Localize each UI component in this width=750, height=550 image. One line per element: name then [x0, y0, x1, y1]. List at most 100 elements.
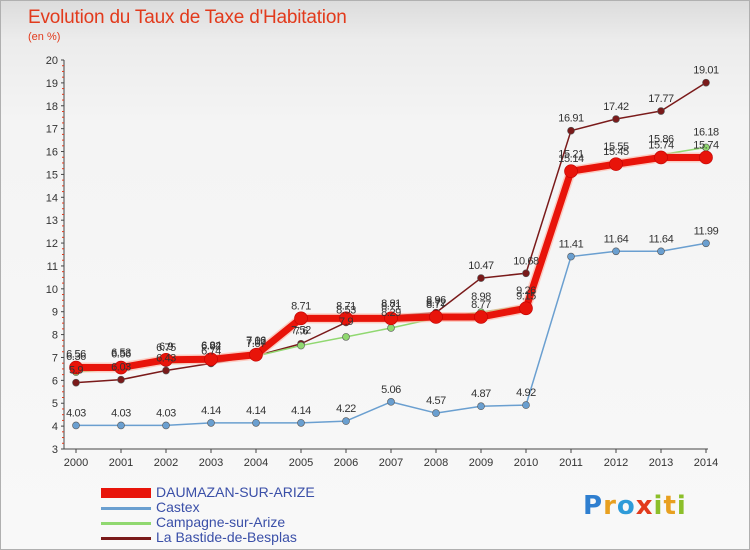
data-label: 11.64: [604, 233, 629, 245]
data-point: [609, 157, 623, 171]
data-point: [432, 409, 440, 417]
data-label: 6.56: [66, 349, 86, 361]
x-tick-label: 2005: [289, 457, 313, 469]
data-label: 7.9: [339, 316, 353, 328]
x-tick-label: 2006: [334, 457, 358, 469]
y-tick-label: 20: [46, 55, 58, 67]
data-label: 4.57: [426, 395, 446, 407]
data-point: [117, 421, 125, 430]
logo-letter: o: [616, 491, 636, 521]
data-label: 4.14: [201, 405, 221, 417]
data-point: [72, 378, 80, 387]
y-tick-label: 7: [52, 352, 58, 364]
x-tick-label: 2010: [514, 457, 538, 469]
data-label: 15.45: [603, 146, 629, 158]
data-label: 15.86: [648, 134, 674, 146]
data-point: [384, 311, 398, 326]
data-point: [567, 126, 575, 135]
data-point: [294, 311, 308, 326]
axes: 3 4 5 6 7 8 9 10 11 12 13 14 15 16 17 18 19 20 2000 2001 200…: [46, 55, 718, 469]
data-label: 6.84: [201, 340, 221, 352]
data-label: 6.9: [159, 341, 173, 353]
data-label: 8.77: [471, 299, 491, 311]
legend-item: La Bastide-de-Besplas: [101, 529, 401, 546]
legend-item: Campagne-sur-Arize: [101, 514, 401, 531]
logo-letter: t: [663, 491, 677, 521]
data-label: 8.71: [291, 300, 311, 312]
data-point: [522, 401, 530, 409]
data-point: [297, 419, 305, 427]
legend-item: DAUMAZAN-SUR-ARIZE: [101, 484, 401, 501]
data-point: [474, 310, 488, 324]
data-point: [387, 398, 395, 406]
legend-label: Castex: [156, 499, 200, 515]
data-point: [387, 324, 395, 332]
y-tick-label: 14: [46, 192, 58, 204]
y-tick-label: 6: [52, 375, 58, 387]
x-tick-label: 2011: [559, 457, 583, 469]
x-tick-label: 2002: [154, 457, 178, 469]
y-tick-label: 18: [46, 101, 58, 113]
x-tick-label: 2001: [109, 457, 133, 469]
data-point: [654, 150, 668, 165]
legend: DAUMAZAN-SUR-ARIZE Castex Campagne-sur-Ari…: [101, 484, 401, 546]
legend-label: Campagne-sur-Arize: [156, 514, 286, 530]
legend-item: Castex: [101, 499, 401, 516]
data-point: [477, 402, 485, 411]
y-tick-label: 15: [46, 169, 58, 181]
data-label: 6.53: [111, 347, 131, 359]
x-tick-label: 2007: [379, 457, 403, 469]
data-label: 9.15: [516, 290, 536, 302]
data-label: 6.43: [156, 353, 176, 365]
data-label: 5.9: [69, 365, 83, 377]
data-labels: 6.56 6.56 6.9 6.92 7.12 8.71 8.71 8.71 8.77 8.77 9…: [66, 65, 719, 420]
data-point: [612, 247, 620, 256]
data-point: [159, 352, 173, 367]
data-label: 15.14: [558, 153, 584, 165]
data-label: 6.36: [66, 351, 86, 363]
x-tick-label: 2000: [64, 457, 88, 469]
data-label: 9.26: [516, 285, 536, 297]
data-label: 8.81: [381, 298, 401, 310]
data-label: 16.18: [693, 126, 719, 138]
logo-letter: x: [635, 491, 654, 521]
data-label: 4.92: [516, 387, 536, 399]
data-label: 11.99: [694, 225, 719, 237]
legend-label: La Bastide-de-Besplas: [156, 529, 297, 545]
x-tick-label: 2004: [244, 457, 268, 469]
data-label: 16.91: [558, 113, 584, 125]
data-label: 15.74: [648, 139, 674, 151]
data-label: 15.74: [693, 139, 719, 151]
data-label: 4.03: [111, 407, 131, 419]
data-label: 17.77: [648, 93, 674, 105]
data-point: [699, 150, 713, 165]
y-tick-label: 3: [52, 444, 58, 456]
data-point: [612, 115, 620, 123]
data-point: [162, 421, 170, 430]
data-point: [702, 78, 710, 87]
data-label: 17.42: [603, 101, 629, 113]
data-label: 7.6: [294, 326, 308, 338]
data-point: [297, 341, 305, 350]
logo-letter: r: [603, 491, 617, 521]
y-tick-label: 17: [46, 124, 58, 136]
data-point: [69, 360, 83, 375]
data-point: [339, 311, 353, 326]
data-label: 8.71: [381, 300, 401, 312]
data-label: 6.75: [156, 342, 176, 354]
data-label: 8.29: [381, 307, 401, 319]
data-label: 6.56: [111, 349, 131, 361]
data-point: [519, 301, 533, 316]
data-label: 8.98: [471, 291, 491, 303]
data-label: 6.03: [111, 362, 131, 374]
data-label: 19.01: [693, 65, 719, 77]
data-label: 4.14: [291, 405, 311, 417]
data-label: 7.06: [246, 335, 266, 347]
series-points: [69, 78, 713, 430]
data-point: [477, 274, 485, 282]
proxiti-logo: Proxiti: [583, 491, 687, 521]
data-label: 8.71: [336, 300, 356, 312]
data-point: [72, 421, 80, 430]
data-point: [567, 252, 575, 261]
